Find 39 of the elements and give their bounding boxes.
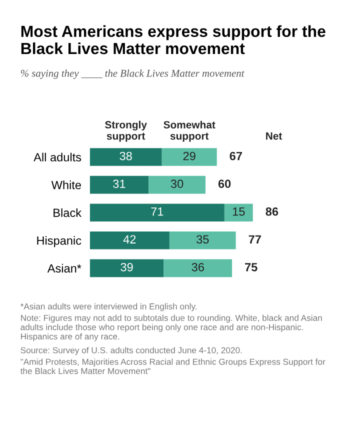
chart-subtitle: % saying they ____ the Black Lives Matter movement	[20, 69, 244, 79]
bar	[224, 204, 253, 222]
data-label: 30	[170, 180, 184, 188]
text: "Amid Protests, Majorities Across Racial and Ethnic Groups Express Support for the Black Lives Matter Movement"	[20, 358, 326, 374]
data-label: 38	[120, 152, 132, 160]
series-label: Somewhat support	[164, 120, 216, 142]
chart-title: Most Americans express support for the Black Lives Matter movement	[21, 25, 326, 54]
bar	[90, 176, 149, 194]
source-note: Source: Survey of U.S. adults conducted June 4-10, 2020.	[20, 346, 242, 355]
total-label: 86	[266, 207, 278, 216]
bar	[162, 148, 217, 166]
data-label: 42	[123, 235, 136, 244]
y-tick-label: Black	[54, 208, 82, 217]
y-tick-label: Asian*	[47, 264, 82, 273]
data-label: 71	[151, 208, 164, 216]
bar	[164, 259, 232, 278]
total-label: 77	[248, 235, 261, 244]
bar	[148, 176, 206, 194]
bar	[90, 259, 164, 278]
data-label: 36	[192, 262, 204, 272]
text: Note: Figures may not add to subtotals due to rounding. White, black and Asian adults include those who report being only one race and are non-Hispanic. Hispanics are of any race.	[20, 314, 322, 342]
data-label: 31	[113, 180, 126, 188]
bar	[90, 204, 224, 222]
data-label: 29	[183, 152, 196, 160]
text: Net	[266, 132, 282, 140]
series-label: Strongly support	[105, 120, 147, 142]
y-tick-label: All adults	[34, 152, 82, 162]
total-label: 60	[218, 180, 231, 188]
data-label: 15	[232, 208, 245, 216]
total-label: 75	[245, 263, 258, 272]
bar	[90, 148, 162, 166]
data-label: 39	[120, 262, 133, 272]
y-tick-label: Hispanic	[37, 236, 82, 248]
bar	[90, 232, 170, 250]
total-label: 67	[230, 152, 242, 160]
data-label: 35	[196, 235, 209, 244]
bar	[169, 232, 236, 250]
y-tick-label: White	[51, 180, 81, 190]
text: *Asian adults were interviewed in English only.	[20, 303, 196, 312]
